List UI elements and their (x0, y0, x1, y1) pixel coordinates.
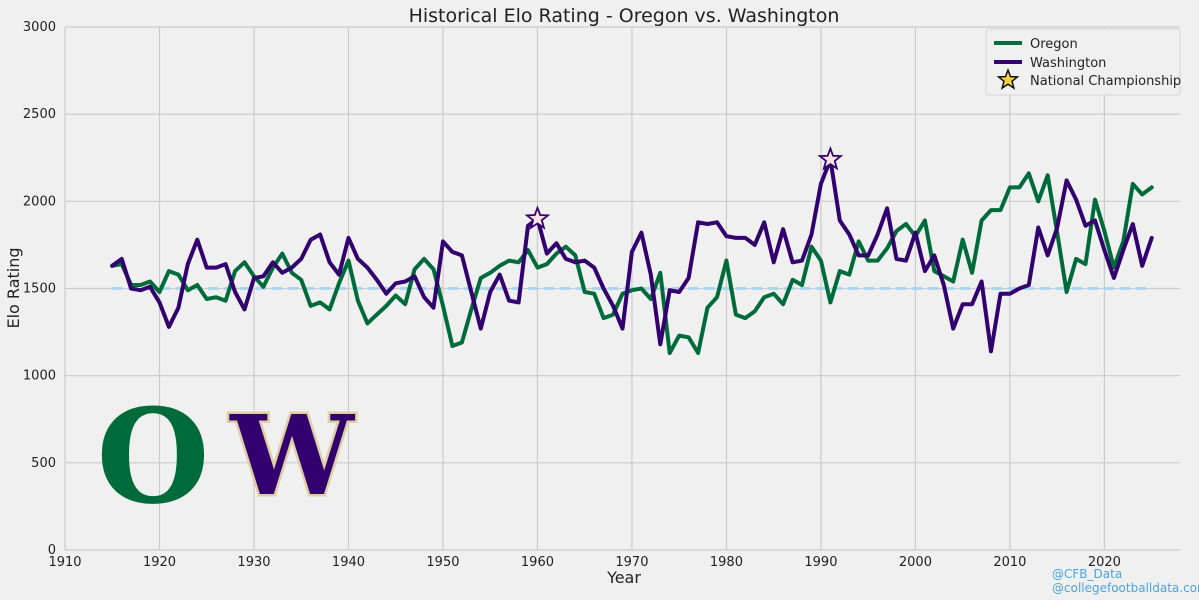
x-tick-labels: 1910 1920 1930 1940 1950 1960 1970 1980 1990 2000… (48, 555, 1121, 570)
x-tick-label-2000: 2000 (899, 555, 932, 570)
x-tick-label-2010: 2010 (993, 555, 1026, 570)
legend: Oregon Washington National Championship (985, 28, 1181, 96)
x-tick-label-1910: 1910 (48, 555, 81, 570)
legend-label-oregon: Oregon (1030, 37, 1078, 52)
y-tick-label-0: 0 (48, 543, 56, 558)
x-tick-label-1970: 1970 (615, 555, 648, 570)
x-tick-label-1940: 1940 (332, 555, 365, 570)
oregon-o-logo: O (96, 380, 209, 533)
x-tick-label-1930: 1930 (237, 555, 270, 570)
credit-cfb-data: @CFB_Data (1052, 567, 1122, 581)
championship-star-1960 (524, 205, 551, 230)
series-line-washington (110, 157, 1154, 354)
legend-label-championship: National Championship (1030, 74, 1181, 89)
legend-box (985, 28, 1181, 96)
credit-website: @collegefootballdata.com (1052, 581, 1199, 595)
x-tick-label-1990: 1990 (804, 555, 837, 570)
x-tick-label-2020: 2020 (1088, 555, 1121, 570)
y-tick-label-1500: 1500 (23, 282, 56, 297)
chart-title: Historical Elo Rating - Oregon vs. Washi… (409, 5, 840, 27)
washington-w-logo: W (229, 391, 355, 520)
championship-star-1991 (817, 145, 844, 171)
x-tick-label-1960: 1960 (521, 555, 554, 570)
y-tick-label-2500: 2500 (23, 107, 56, 122)
x-tick-label-1980: 1980 (710, 555, 743, 570)
x-axis-title: Year (606, 568, 641, 587)
legend-label-washington: Washington (1030, 56, 1106, 71)
y-tick-label-3000: 3000 (23, 20, 56, 35)
y-tick-label-2000: 2000 (23, 194, 56, 209)
x-tick-label-1920: 1920 (143, 555, 176, 570)
series-layer (110, 157, 1154, 355)
y-tick-label-1000: 1000 (23, 369, 56, 384)
y-axis-title: Elo Rating (4, 247, 23, 328)
y-tick-labels: 0 500 1000 1500 2000 2500 3000 (23, 20, 56, 558)
championship-markers (524, 145, 844, 230)
legend-star-icon (996, 67, 1020, 90)
y-tick-label-500: 500 (31, 456, 56, 471)
x-tick-label-1950: 1950 (426, 555, 459, 570)
series-line-oregon (110, 171, 1154, 355)
